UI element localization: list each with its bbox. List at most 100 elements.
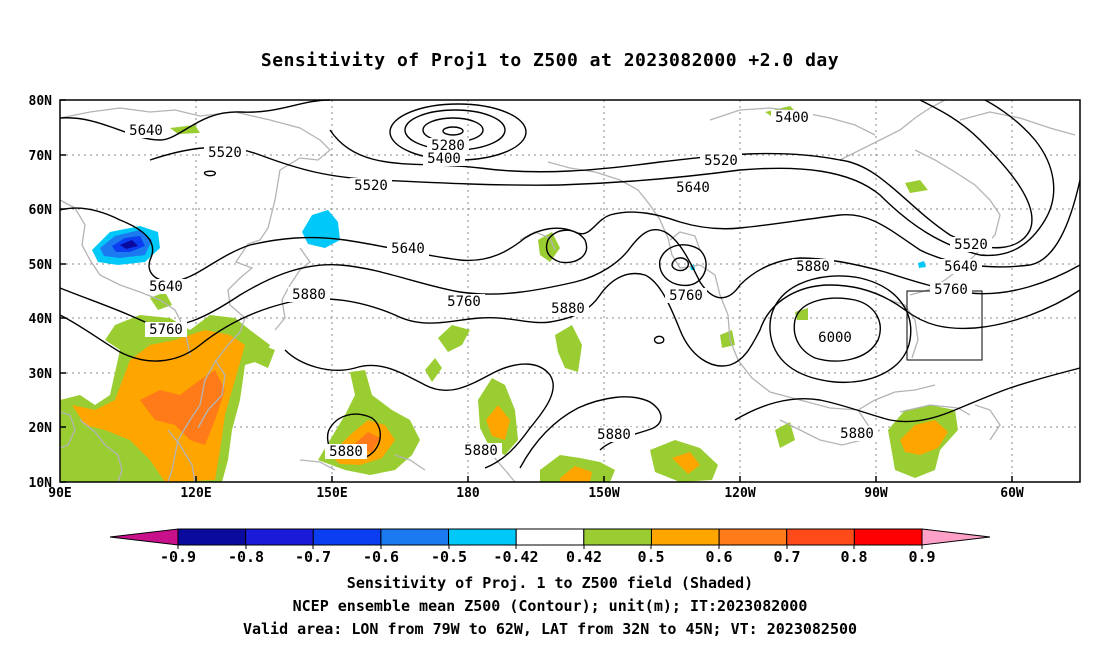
contour-label: 6000 bbox=[814, 330, 856, 346]
svg-text:5640: 5640 bbox=[676, 180, 710, 196]
map-title: Sensitivity of Proj1 to Z500 at 20230820… bbox=[260, 50, 840, 71]
contour-label: 5640 bbox=[145, 279, 187, 295]
svg-text:5880: 5880 bbox=[796, 259, 830, 275]
colorbar-left-triangle bbox=[109, 528, 179, 546]
colorbar: -0.9 -0.8 -0.7 -0.6 -0.5 -0.42 0.42 0.5 … bbox=[109, 528, 991, 566]
contour-label: 5640 bbox=[387, 241, 429, 257]
contour-label: 5400 bbox=[423, 151, 465, 167]
lon-label: 60W bbox=[1000, 486, 1024, 501]
colorbar-label: -0.42 bbox=[493, 548, 538, 566]
contour-labels: 5640 5520 5280 5400 5520 5520 5640 5400 … bbox=[125, 110, 992, 460]
lon-label: 120W bbox=[724, 486, 755, 501]
colorbar-cell bbox=[380, 528, 450, 546]
colorbar-cell bbox=[853, 528, 923, 546]
contour-label: 5760 bbox=[443, 294, 485, 310]
colorbar-label: 0.7 bbox=[773, 548, 800, 566]
colorbar-cell bbox=[650, 528, 720, 546]
contour-label: 5880 bbox=[288, 287, 330, 303]
colorbar-label: -0.9 bbox=[160, 548, 196, 566]
svg-text:5880: 5880 bbox=[840, 426, 874, 442]
lon-label: 90W bbox=[864, 486, 888, 501]
svg-text:5400: 5400 bbox=[775, 110, 809, 126]
svg-text:5640: 5640 bbox=[944, 259, 978, 275]
lon-label: 150E bbox=[316, 486, 347, 501]
colorbar-cell bbox=[515, 528, 585, 546]
map-frame bbox=[59, 99, 1081, 483]
lat-label: 60N bbox=[29, 203, 53, 218]
contour-label: 5280 bbox=[427, 138, 469, 154]
longitude-labels: 90E 120E 150E 180 150W 120W 90W 60W bbox=[48, 486, 1024, 501]
lat-label: 40N bbox=[29, 312, 53, 327]
lon-label: 180 bbox=[456, 486, 480, 501]
contour-label: 5760 bbox=[930, 282, 972, 298]
contour-label: 5880 bbox=[836, 426, 878, 442]
contour-label: 5640 bbox=[940, 259, 982, 275]
colorbar-label: 0.42 bbox=[566, 548, 602, 566]
svg-text:5520: 5520 bbox=[704, 153, 738, 169]
colorbar-label: 0.9 bbox=[908, 548, 935, 566]
lat-label: 10N bbox=[29, 476, 53, 491]
contour-label: 5520 bbox=[950, 237, 992, 253]
axis-ticks bbox=[60, 99, 1013, 483]
contour-label: 5880 bbox=[593, 427, 635, 443]
lat-label: 50N bbox=[29, 258, 53, 273]
contour-label: 5400 bbox=[771, 110, 813, 126]
coastlines bbox=[59, 99, 1076, 483]
lon-label: 120E bbox=[180, 486, 211, 501]
contour-label: 5640 bbox=[672, 180, 714, 196]
colorbar-cell bbox=[786, 528, 855, 546]
colorbar-label: 0.8 bbox=[840, 548, 867, 566]
lat-label: 70N bbox=[29, 149, 53, 164]
svg-text:5640: 5640 bbox=[129, 123, 163, 139]
lon-label: 150W bbox=[588, 486, 619, 501]
contour-label: 5880 bbox=[792, 259, 834, 275]
contour-label: 5880 bbox=[547, 301, 589, 317]
colorbar-ticks bbox=[177, 545, 923, 549]
svg-text:5880: 5880 bbox=[329, 444, 363, 460]
colorbar-label: -0.7 bbox=[295, 548, 331, 566]
contour-label: 5640 bbox=[125, 123, 167, 139]
contour-label: 5520 bbox=[700, 153, 742, 169]
colorbar-label: -0.8 bbox=[228, 548, 264, 566]
svg-text:5880: 5880 bbox=[292, 287, 326, 303]
svg-text:6000: 6000 bbox=[818, 330, 852, 346]
colorbar-cell bbox=[245, 528, 314, 546]
caption-line-2: NCEP ensemble mean Z500 (Contour); unit(… bbox=[292, 597, 808, 615]
contour-label: 5760 bbox=[665, 288, 707, 304]
lon-label: 90E bbox=[48, 486, 71, 501]
svg-text:5880: 5880 bbox=[597, 427, 631, 443]
contour-label: 5880 bbox=[325, 444, 367, 460]
svg-text:5400: 5400 bbox=[427, 151, 461, 167]
caption-line-1: Sensitivity of Proj. 1 to Z500 field (Sh… bbox=[346, 574, 754, 592]
colorbar-right-triangle bbox=[921, 528, 991, 546]
colorbar-cell bbox=[583, 528, 652, 546]
svg-text:5640: 5640 bbox=[391, 241, 425, 257]
svg-text:5280: 5280 bbox=[431, 138, 465, 154]
colorbar-cell bbox=[448, 528, 517, 546]
latitude-labels: 80N 70N 60N 50N 40N 30N 20N 10N bbox=[29, 94, 53, 491]
colorbar-label: -0.6 bbox=[363, 548, 399, 566]
lat-label: 30N bbox=[29, 367, 53, 382]
colorbar-cell bbox=[312, 528, 382, 546]
colorbar-cell bbox=[718, 528, 788, 546]
caption-line-3: Valid area: LON from 79W to 62W, LAT fro… bbox=[242, 620, 858, 638]
colorbar-label: -0.5 bbox=[431, 548, 467, 566]
svg-text:5880: 5880 bbox=[551, 301, 585, 317]
contour-label: 5520 bbox=[204, 145, 246, 161]
svg-text:5520: 5520 bbox=[354, 178, 388, 194]
svg-text:5520: 5520 bbox=[208, 145, 242, 161]
lat-label: 20N bbox=[29, 421, 53, 436]
colorbar-label: 0.6 bbox=[705, 548, 732, 566]
colorbar-cells bbox=[177, 528, 923, 546]
svg-text:5520: 5520 bbox=[954, 237, 988, 253]
svg-text:5640: 5640 bbox=[149, 279, 183, 295]
contour-label: 5520 bbox=[350, 178, 392, 194]
contour-label: 5880 bbox=[460, 443, 502, 459]
colorbar-labels: -0.9 -0.8 -0.7 -0.6 -0.5 -0.42 0.42 0.5 … bbox=[160, 548, 936, 566]
svg-text:5760: 5760 bbox=[149, 322, 183, 338]
colorbar-label: 0.5 bbox=[637, 548, 664, 566]
z500-contours bbox=[59, 99, 1081, 469]
contour-label: 5760 bbox=[145, 322, 187, 338]
svg-text:5760: 5760 bbox=[447, 294, 481, 310]
